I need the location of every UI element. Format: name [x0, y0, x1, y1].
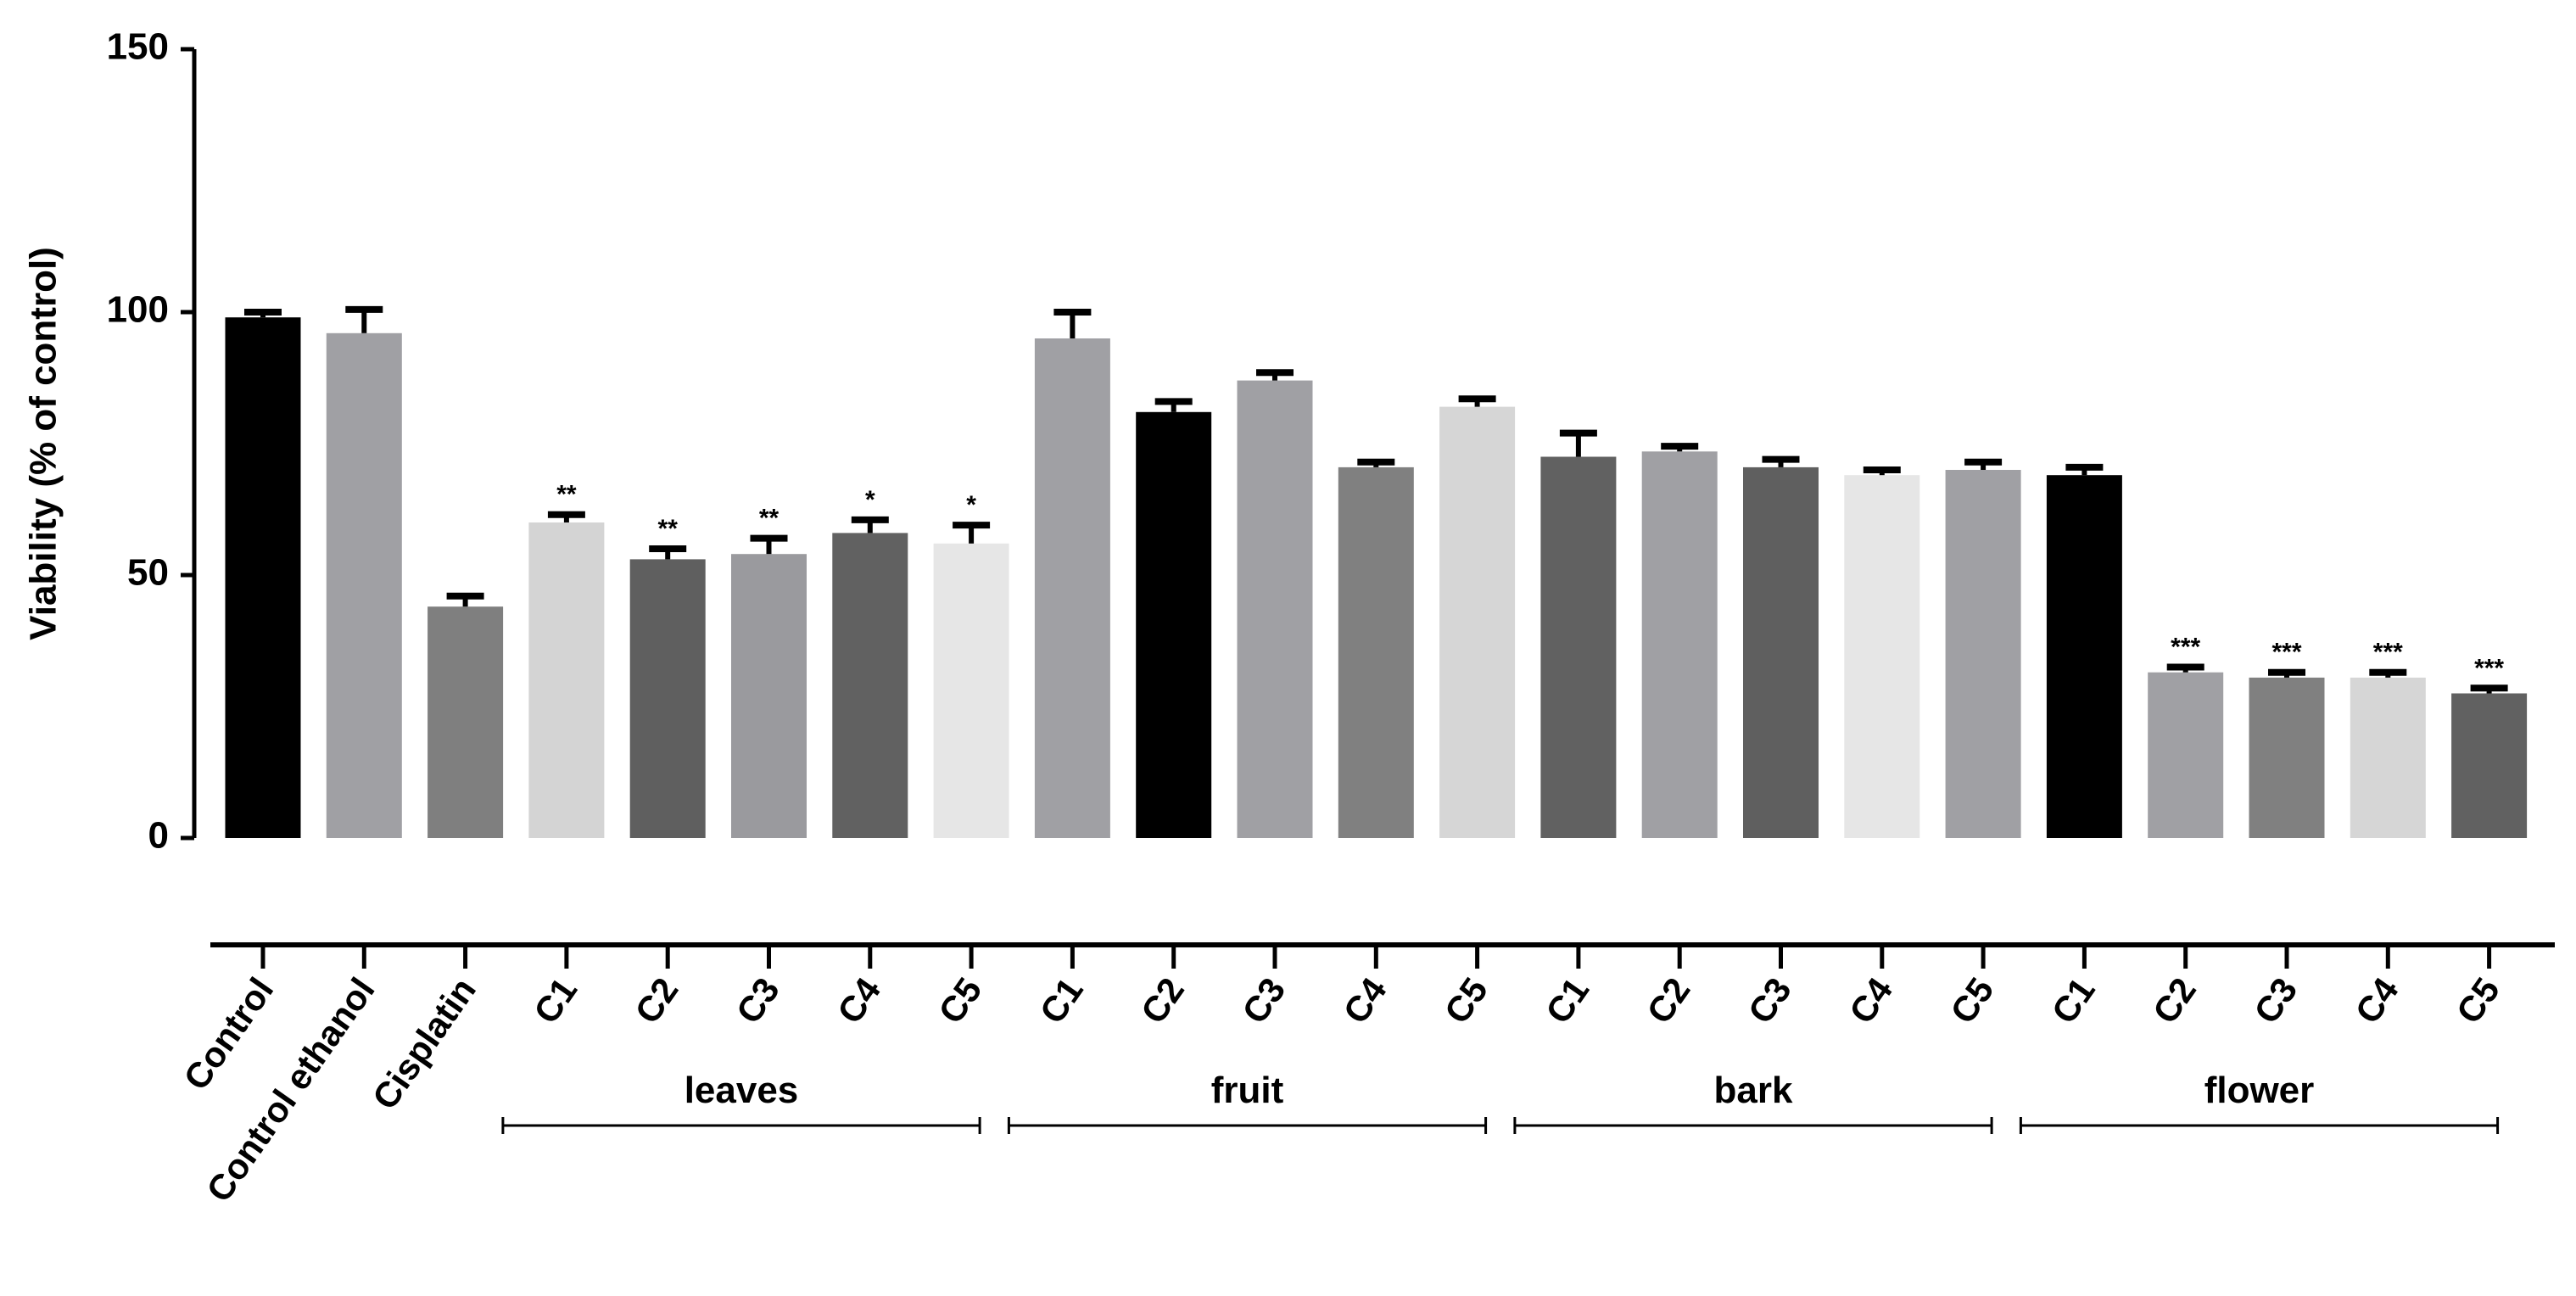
- x-tick-label: C1: [2043, 970, 2102, 1031]
- bar: [326, 332, 402, 838]
- bar: [1844, 475, 1920, 838]
- x-tick-label: C3: [2246, 970, 2305, 1031]
- x-tick-label: Cisplatin: [365, 970, 483, 1116]
- bar: [1540, 456, 1617, 838]
- x-tick-label: C4: [2347, 970, 2406, 1031]
- x-tick-label: C5: [930, 970, 989, 1031]
- error-bar: [446, 592, 484, 607]
- bar: [2249, 677, 2325, 838]
- bar: [2350, 677, 2426, 838]
- error-bar: [244, 309, 282, 318]
- error-bar: [1661, 443, 1699, 452]
- significance-label: *: [865, 486, 875, 514]
- error-bar: [547, 511, 585, 522]
- error-bar: [953, 522, 991, 544]
- bar: [1034, 338, 1110, 838]
- significance-label: ***: [2373, 639, 2403, 667]
- x-tick-label: C2: [2145, 970, 2204, 1031]
- significance-label: ***: [2171, 634, 2200, 662]
- bar: [225, 317, 301, 838]
- error-bar: [1458, 395, 1496, 407]
- x-tick-label: C5: [2449, 970, 2507, 1031]
- x-tick-label: C3: [1741, 970, 1799, 1031]
- group-label: leaves: [685, 1070, 799, 1111]
- bar: [1136, 411, 1212, 838]
- significance-label: *: [966, 491, 976, 519]
- bar: [1641, 451, 1718, 838]
- error-bar: [2065, 463, 2104, 476]
- error-bar: [1964, 458, 2003, 470]
- x-tick-label: C3: [729, 970, 787, 1031]
- group-label: flower: [2204, 1070, 2315, 1111]
- bar: [2046, 475, 2122, 838]
- x-tick-label: Control: [176, 970, 281, 1097]
- x-tick-label: C1: [1031, 970, 1090, 1031]
- error-bar: [1762, 455, 1800, 467]
- y-tick-label: 100: [107, 289, 169, 331]
- error-bar: [2166, 663, 2204, 673]
- bar: [427, 606, 504, 838]
- error-bar: [2470, 684, 2508, 694]
- y-tick-label: 0: [148, 815, 169, 857]
- x-tick-label: C3: [1234, 970, 1293, 1031]
- x-tick-label: C1: [1538, 970, 1596, 1031]
- bar: [1439, 406, 1516, 838]
- group-label: fruit: [1211, 1070, 1284, 1111]
- x-tick-label: C4: [1335, 970, 1394, 1031]
- x-tick-label: C4: [1841, 970, 1901, 1031]
- error-bar: [649, 545, 687, 560]
- y-tick-label: 50: [127, 552, 169, 594]
- bar: [2148, 672, 2224, 838]
- bar: [832, 533, 908, 838]
- significance-label: ***: [2474, 654, 2504, 682]
- error-bar: [2369, 668, 2407, 678]
- x-tick-label: C2: [1639, 970, 1697, 1031]
- y-tick-label: 150: [107, 26, 169, 68]
- bar: [629, 559, 706, 838]
- error-bar: [1559, 429, 1597, 457]
- error-bar: [1053, 309, 1092, 338]
- x-tick-label: C5: [1437, 970, 1495, 1031]
- significance-label: **: [556, 481, 577, 509]
- bar: [1237, 380, 1313, 839]
- error-bar: [1256, 369, 1294, 381]
- error-bar: [851, 516, 889, 533]
- error-bar: [1357, 458, 1395, 467]
- bar: [933, 543, 1009, 838]
- error-bar: [1154, 398, 1193, 412]
- y-axis-label: Viability (% of control): [23, 247, 64, 640]
- x-tick-label: C4: [830, 970, 889, 1031]
- significance-label: **: [759, 505, 780, 533]
- bar: [528, 522, 605, 838]
- significance-label: **: [658, 515, 679, 543]
- error-bar: [345, 305, 383, 333]
- bar: [1743, 466, 1819, 838]
- bar: [731, 554, 807, 838]
- bar: [2451, 693, 2528, 838]
- significance-label: ***: [2271, 639, 2301, 667]
- error-bar: [1863, 466, 1901, 476]
- x-tick-label: C1: [526, 970, 584, 1031]
- bar: [1338, 466, 1414, 838]
- group-label: bark: [1714, 1070, 1793, 1111]
- x-tick-label: C2: [1133, 970, 1192, 1031]
- bar: [1945, 470, 2021, 838]
- error-bar: [2268, 668, 2305, 678]
- error-bar: [750, 534, 788, 555]
- x-tick-label: C5: [1942, 970, 2001, 1031]
- x-tick-label: C2: [627, 970, 685, 1031]
